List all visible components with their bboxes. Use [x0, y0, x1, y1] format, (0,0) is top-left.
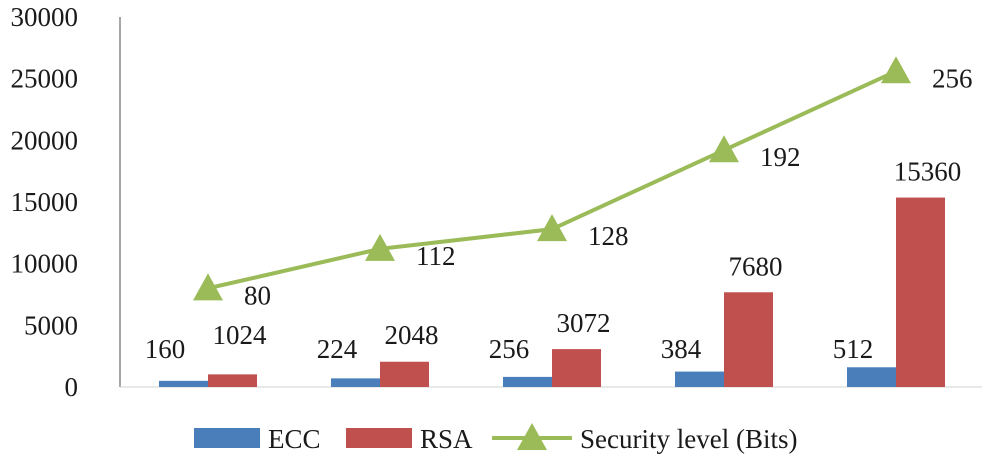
y-tick-label: 30000 [11, 2, 79, 32]
bar-ecc-2 [331, 378, 380, 387]
bar-rsa-3 [552, 349, 601, 387]
security-level-marker [881, 56, 911, 84]
data-label-security: 80 [244, 280, 271, 310]
y-tick-label: 20000 [11, 125, 79, 155]
bar-rsa-4 [724, 292, 773, 387]
data-label-rsa: 7680 [729, 251, 783, 281]
data-label-rsa: 15360 [894, 157, 962, 187]
legend-label-security: Security level (Bits) [580, 424, 797, 454]
y-tick-label: 25000 [11, 64, 79, 94]
data-label-ecc: 224 [317, 334, 358, 364]
y-tick-label: 15000 [11, 187, 79, 217]
legend-label-ecc: ECC [268, 424, 321, 454]
legend-swatch-security-marker [517, 423, 547, 450]
data-label-security: 256 [932, 63, 973, 93]
data-label-rsa: 2048 [385, 320, 439, 350]
security-level-marker [193, 273, 223, 301]
security-level-line [207, 69, 897, 291]
bars [159, 197, 945, 387]
bar-rsa-1 [208, 374, 257, 387]
bar-ecc-3 [503, 376, 552, 387]
data-label-ecc: 160 [145, 334, 186, 364]
security-level-marker [537, 214, 567, 242]
data-label-ecc: 512 [833, 334, 874, 364]
y-tick-label: 5000 [24, 310, 78, 340]
bar-rsa-5 [896, 197, 945, 387]
legend-swatch-ecc [194, 428, 260, 448]
bar-ecc-4 [675, 371, 724, 387]
data-label-ecc: 384 [661, 334, 702, 364]
data-label-ecc: 256 [489, 334, 530, 364]
data-label-security: 128 [588, 221, 629, 251]
legend-label-rsa: RSA [420, 424, 473, 454]
y-tick-label: 0 [65, 372, 79, 402]
security-level-marker [709, 135, 739, 163]
data-label-rsa: 1024 [213, 320, 268, 350]
bar-rsa-2 [380, 361, 429, 387]
bar-ecc-1 [159, 380, 208, 387]
y-tick-label: 10000 [11, 249, 79, 279]
security-level-marker [365, 233, 395, 261]
data-label-security: 112 [416, 241, 456, 271]
legend: ECC RSA Security level (Bits) [194, 423, 797, 454]
data-labels: 160 224 256 384 512 1024 2048 3072 7680 15360 80 11… [145, 63, 973, 364]
bar-ecc-5 [847, 367, 896, 387]
legend-swatch-rsa [346, 428, 412, 448]
data-label-rsa: 3072 [557, 308, 611, 338]
y-tick-labels: 0 5000 10000 15000 20000 25000 30000 [11, 2, 79, 402]
data-label-security: 192 [760, 142, 801, 172]
security-line [193, 56, 911, 301]
